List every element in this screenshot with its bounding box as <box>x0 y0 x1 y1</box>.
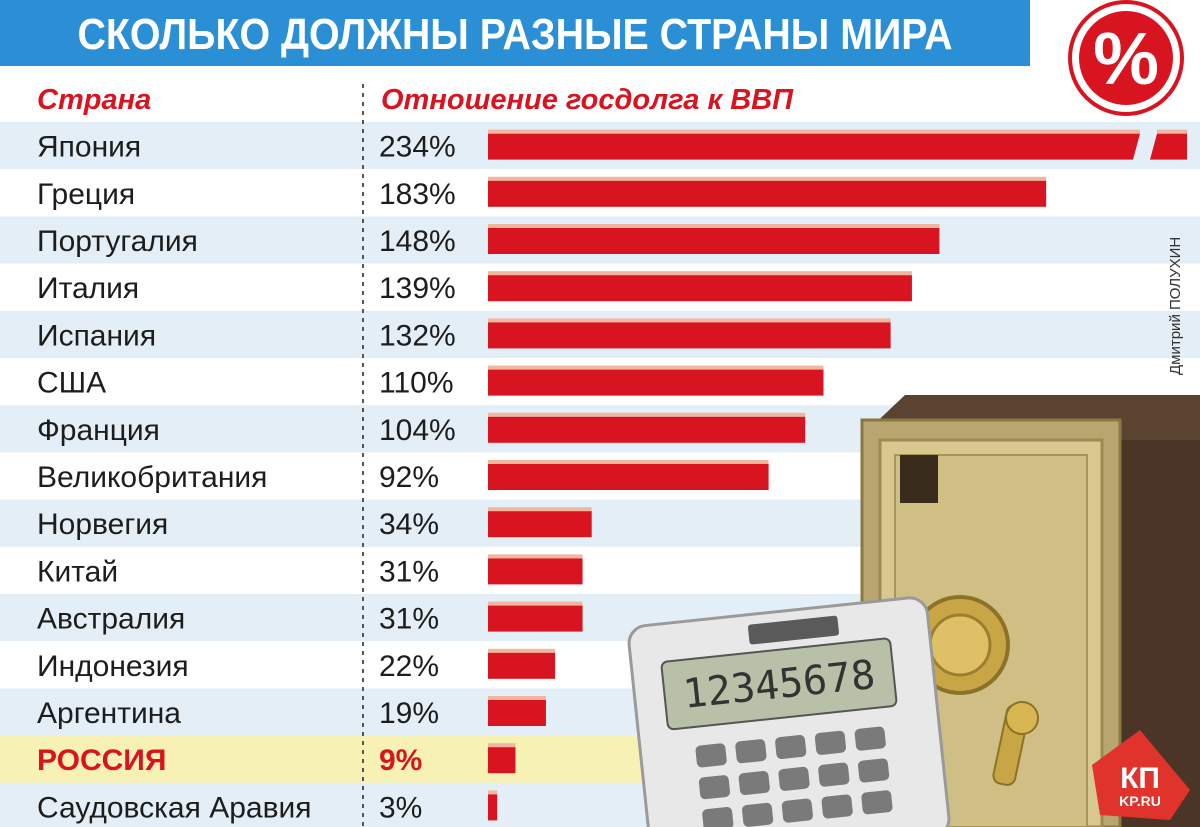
value-label: 31% <box>379 555 439 588</box>
bar <box>488 460 769 490</box>
bar <box>488 696 546 726</box>
value-label: 92% <box>379 461 439 494</box>
bar <box>488 507 592 538</box>
bar <box>488 176 1047 207</box>
country-label: Италия <box>37 272 139 305</box>
bar <box>488 743 516 774</box>
country-label: Япония <box>37 131 141 164</box>
percent-badge-circle <box>1079 11 1173 105</box>
value-label: 104% <box>379 414 456 447</box>
highlight-band <box>0 735 700 783</box>
country-label: Норвегия <box>37 508 168 541</box>
photo-credit: Дмитрий ПОЛУХИН <box>1167 237 1184 375</box>
column-header-ratio: Отношение госдолга к ВВП <box>381 84 794 116</box>
percent-badge: % <box>1068 0 1184 116</box>
country-label: Испания <box>37 319 156 352</box>
country-label: Саудовская Аравия <box>37 791 312 824</box>
bar <box>488 412 806 443</box>
country-label: РОССИЯ <box>37 744 166 777</box>
country-label: Франция <box>37 414 160 447</box>
country-label: США <box>37 367 106 400</box>
bar <box>488 554 583 585</box>
bar <box>488 129 1187 160</box>
title-background <box>0 0 1030 66</box>
kp-logo-subtext: KP.RU <box>1119 793 1161 809</box>
kp-logo-text: КП <box>1120 762 1160 795</box>
country-label: Греция <box>37 178 135 211</box>
column-header-country: Страна <box>37 84 151 116</box>
value-label: 234% <box>379 131 456 164</box>
value-label: 34% <box>379 508 439 541</box>
value-label: 132% <box>379 319 456 352</box>
country-label: Великобритания <box>37 461 267 494</box>
value-label: 148% <box>379 225 456 258</box>
title-banner: СКОЛЬКО ДОЛЖНЫ РАЗНЫЕ СТРАНЫ МИРА <box>0 0 1030 66</box>
bar <box>488 224 940 254</box>
bar <box>488 271 912 302</box>
calculator-illustration: 12345678 <box>627 596 951 827</box>
percent-badge-icon: % <box>1093 17 1159 100</box>
value-label: 139% <box>379 272 456 305</box>
country-label: Австралия <box>37 603 185 636</box>
value-label: 31% <box>379 603 439 636</box>
bar <box>488 318 891 349</box>
value-label: 22% <box>379 650 439 683</box>
kp-logo: КП KP.RU <box>1092 730 1190 820</box>
value-label: 110% <box>379 367 454 400</box>
value-label: 3% <box>379 791 422 824</box>
bar <box>488 365 824 396</box>
bar <box>488 790 498 821</box>
chart-rows: Япония 234% Греция 183% Португалия 148% Италия… <box>37 129 1187 824</box>
country-label: Индонезия <box>37 650 189 683</box>
value-label: 9% <box>379 744 422 777</box>
value-label: 183% <box>379 178 456 211</box>
value-label: 19% <box>379 697 439 730</box>
country-label: Португалия <box>37 225 198 258</box>
bar <box>488 648 556 679</box>
country-label: Китай <box>37 555 118 588</box>
bar <box>488 601 583 632</box>
country-label: Аргентина <box>37 697 181 730</box>
chart-title: СКОЛЬКО ДОЛЖНЫ РАЗНЫЕ СТРАНЫ МИРА <box>78 10 953 59</box>
